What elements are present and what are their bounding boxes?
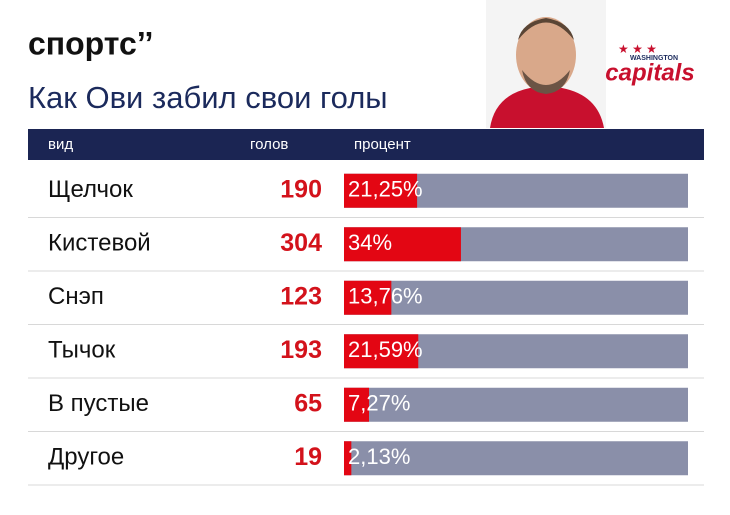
bar: [344, 173, 418, 208]
goals-value: 65: [294, 389, 322, 417]
column-header: голов: [250, 136, 288, 153]
value-label: 21,59%: [348, 337, 423, 362]
value-label: 2,13%: [348, 444, 410, 469]
category-label: Кистевой: [48, 230, 151, 257]
team-city: WASHINGTON: [630, 55, 678, 62]
bar: [344, 280, 392, 315]
goals-value: 193: [280, 336, 322, 364]
category-label: В пустые: [48, 390, 149, 417]
category-label: Снэп: [48, 283, 104, 310]
goals-value: 304: [280, 229, 322, 257]
svg-text:★ ★ ★: ★ ★ ★: [618, 42, 657, 56]
value-label: 13,76%: [348, 284, 423, 309]
bar-track: [344, 441, 688, 476]
player-photo: [486, 0, 606, 128]
goals-value: 123: [280, 282, 322, 310]
value-label: 34%: [348, 230, 392, 255]
bar: [344, 227, 461, 262]
bar-track: [344, 387, 688, 422]
column-header: вид: [48, 136, 73, 153]
table-header: [28, 129, 704, 160]
chart-title: Как Ови забил свои голы: [28, 80, 388, 115]
goals-value: 19: [294, 443, 322, 471]
value-label: 21,25%: [348, 177, 423, 202]
bar: [344, 441, 352, 476]
bar-track: [344, 280, 688, 315]
value-label: 7,27%: [348, 391, 410, 416]
bar: [344, 334, 419, 369]
team-name: capitals: [605, 59, 694, 86]
team-logo: ★ ★ ★ WASHINGTON capitals: [605, 42, 694, 86]
category-label: Другое: [48, 444, 124, 471]
column-header: процент: [354, 136, 411, 153]
category-label: Тычок: [48, 337, 116, 364]
category-label: Щелчок: [48, 176, 133, 203]
brand-logo: спортс’’: [28, 25, 153, 61]
goals-value: 190: [280, 175, 322, 203]
bar: [344, 387, 370, 422]
